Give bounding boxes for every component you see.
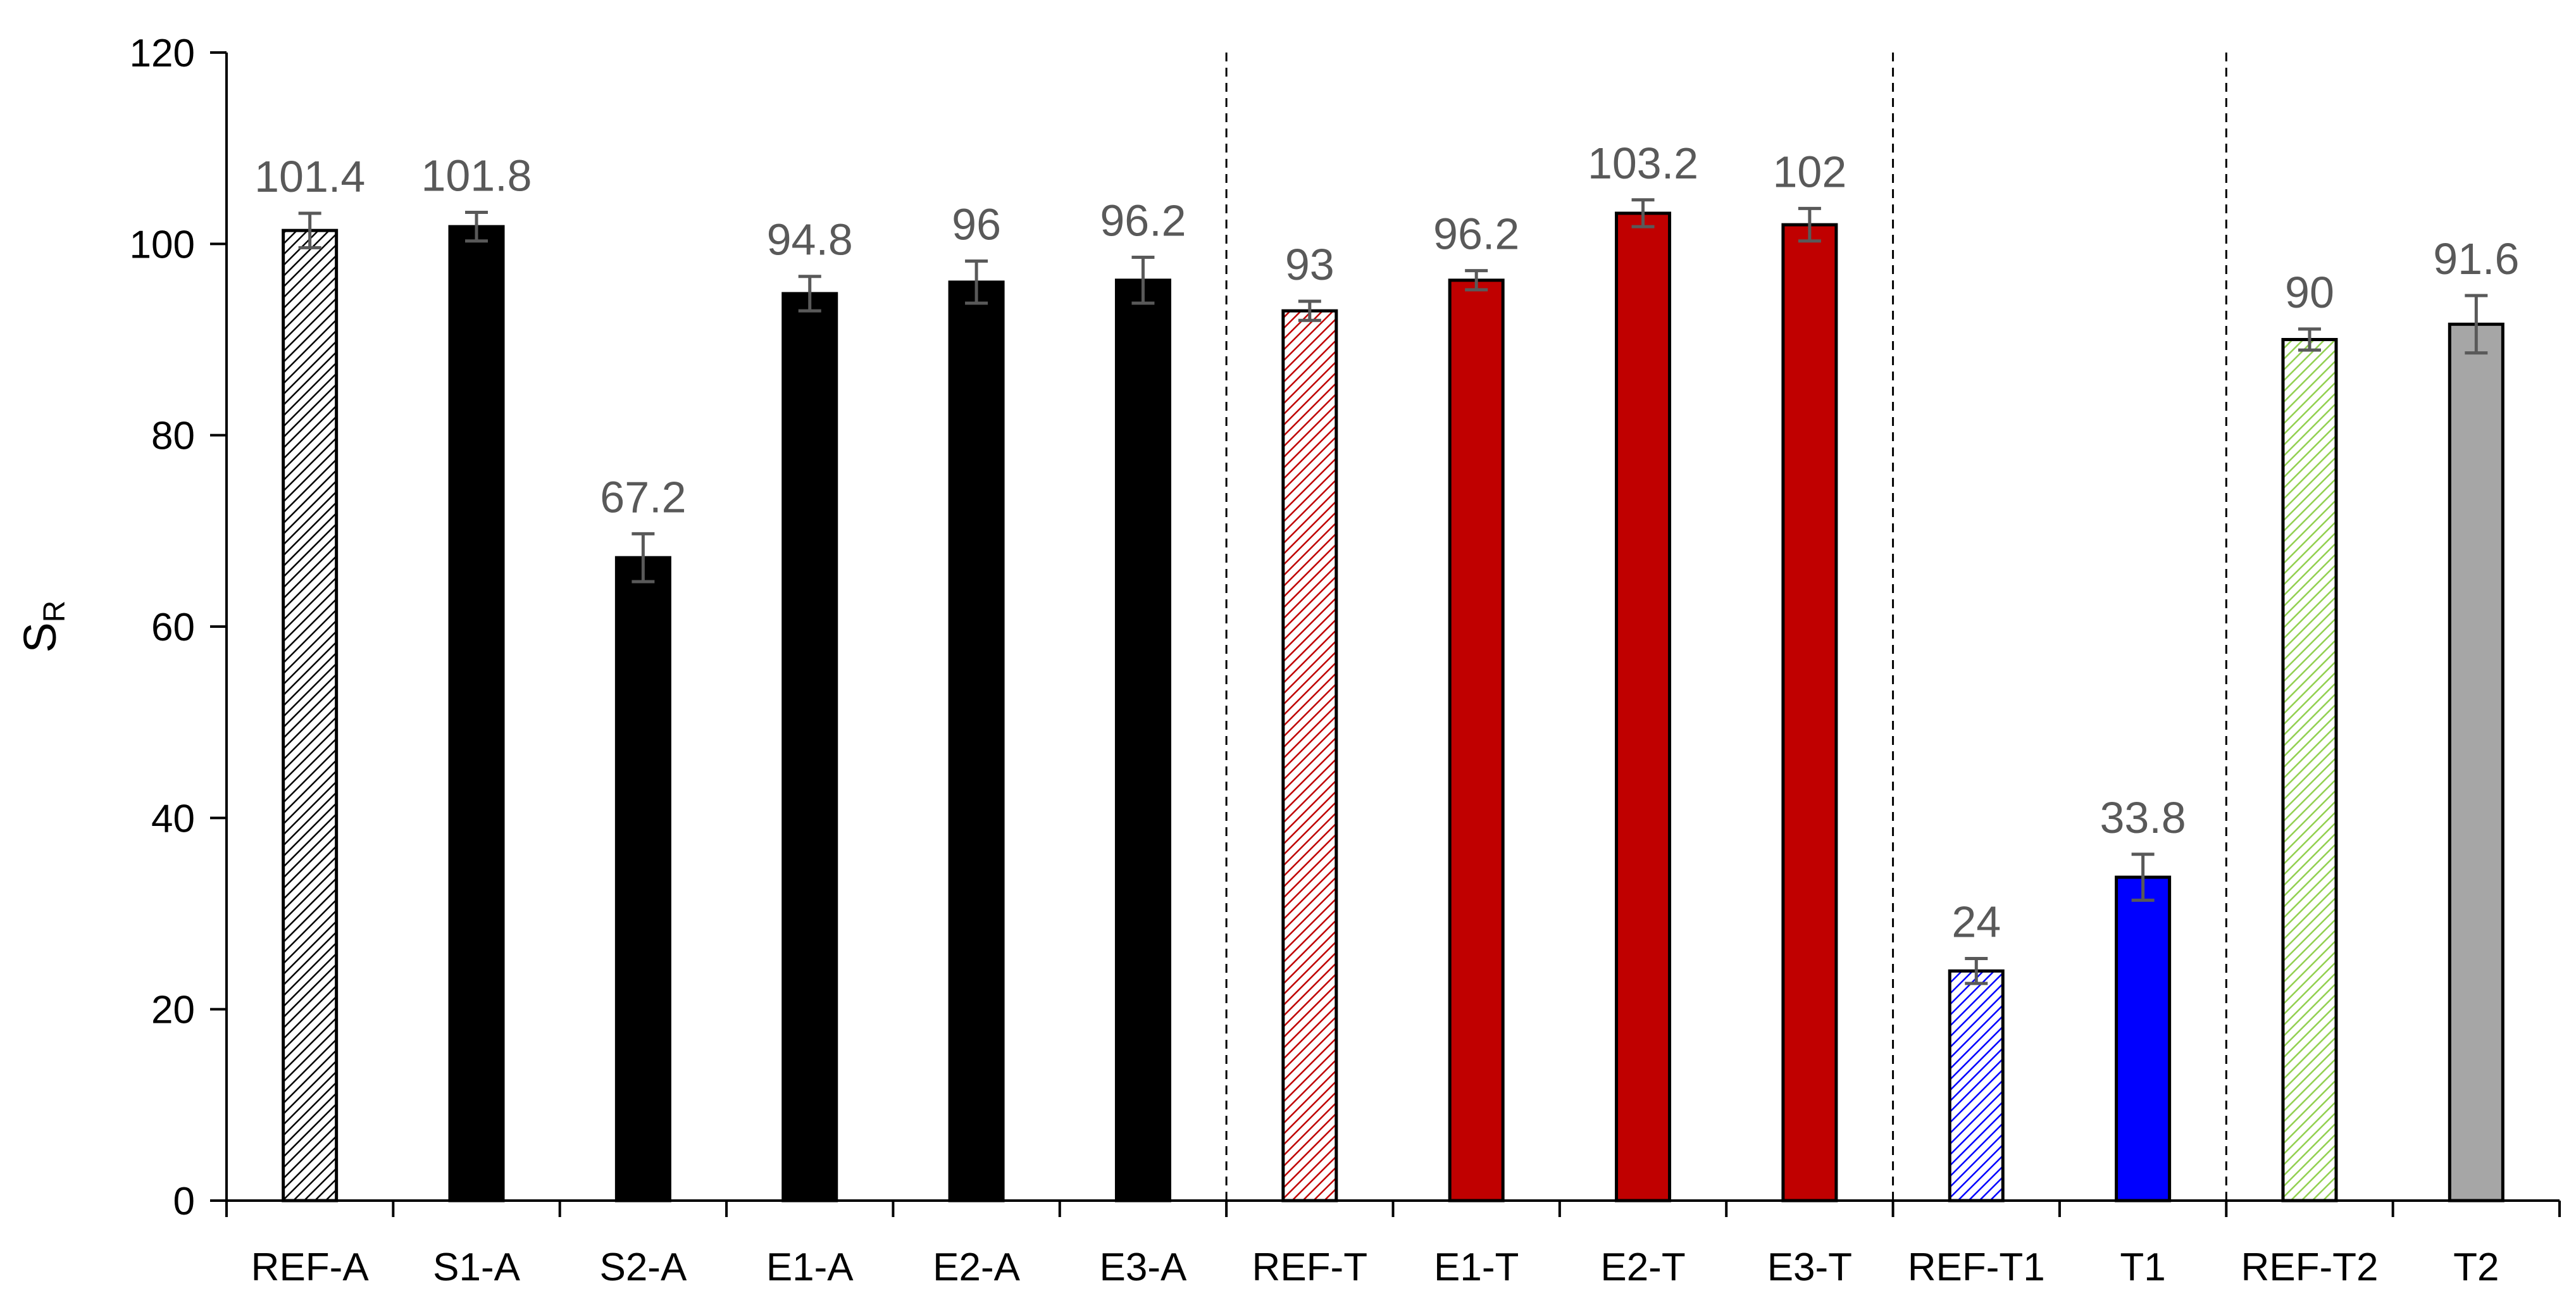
category-label-e1-t: E1-T: [1434, 1246, 1519, 1289]
category-label-ref-a: REF-A: [251, 1246, 370, 1289]
category-labels: REF-A S1-A S2-A E1-A E2-A E3-A REF-T E1-T E2-T E3…: [251, 1246, 2499, 1289]
y-ticks: 0 20 40 60 80 100 120: [130, 32, 227, 1223]
category-label-ref-t2: REF-T2: [2241, 1246, 2378, 1289]
x-ticks: [225, 1201, 2561, 1217]
group-separators: [1225, 53, 2227, 1201]
category-label-ref-t: REF-T: [1252, 1246, 1368, 1289]
y-tick-label: 100: [130, 223, 195, 266]
bar-e1-t: [1448, 278, 1505, 1203]
category-label-s2-a: S2-A: [599, 1246, 687, 1289]
error-bar-s1-a: [465, 210, 488, 243]
error-bar-e1-t: [1465, 269, 1488, 292]
error-bar-ref-t: [1298, 299, 1321, 322]
category-label-t1: T1: [2120, 1246, 2165, 1289]
y-axis-title-subscript: R: [38, 601, 72, 623]
bar-ref-t: [1281, 309, 1338, 1203]
y-tick-label: 20: [151, 989, 195, 1032]
category-label-e2-a: E2-A: [933, 1246, 1020, 1289]
value-labels: 101.4 101.8 67.2 94.8 96 96.2 93 96.2 103.2 102 24…: [254, 139, 2519, 947]
category-label-e3-t: E3-T: [1767, 1246, 1852, 1289]
bar-e1-a: [781, 292, 838, 1203]
value-label-t1: 33.8: [2100, 793, 2186, 842]
category-label-e2-t: E2-T: [1600, 1246, 1685, 1289]
value-label-s1-a: 101.8: [421, 151, 532, 200]
y-tick-label: 0: [173, 1180, 195, 1223]
y-tick-label: 80: [151, 415, 195, 458]
value-label-ref-a: 101.4: [254, 152, 365, 201]
value-label-s2-a: 67.2: [600, 472, 686, 522]
error-bar-e3-t: [1798, 206, 1821, 243]
value-label-e2-t: 103.2: [1588, 139, 1698, 188]
category-label-e3-a: E3-A: [1100, 1246, 1187, 1289]
category-label-e1-a: E1-A: [766, 1246, 854, 1289]
bar-ref-t1: [1948, 969, 2005, 1203]
category-label-t2: T2: [2453, 1246, 2499, 1289]
bar-s2-a: [614, 556, 671, 1203]
category-label-ref-t1: REF-T1: [1908, 1246, 2045, 1289]
bar-e2-t: [1615, 211, 1672, 1203]
value-label-ref-t: 93: [1285, 240, 1335, 289]
y-tick-label: 40: [151, 797, 195, 840]
value-label-e1-t: 96.2: [1433, 209, 1519, 259]
value-label-e3-a: 96.2: [1100, 196, 1186, 245]
bar-t2: [2448, 322, 2504, 1203]
error-bar-ref-t2: [2298, 327, 2321, 352]
value-label-e2-a: 96: [952, 200, 1001, 249]
error-bar-ref-a: [298, 211, 321, 249]
error-bar-e3-a: [1131, 255, 1155, 305]
bar-ref-t2: [2281, 338, 2338, 1203]
error-bar-ref-t1: [1965, 957, 1988, 985]
value-label-e1-a: 94.8: [767, 215, 853, 265]
error-bar-e2-t: [1631, 198, 1655, 228]
bar-ref-a: [282, 228, 339, 1203]
value-label-ref-t1: 24: [1951, 897, 2001, 947]
bar-e3-a: [1114, 278, 1171, 1203]
value-label-ref-t2: 90: [2285, 268, 2334, 317]
category-label-s1-a: S1-A: [433, 1246, 520, 1289]
bar-e3-t: [1781, 223, 1838, 1203]
error-bar-e1-a: [798, 275, 821, 313]
error-bar-s2-a: [632, 532, 655, 584]
bar-s1-a: [448, 225, 505, 1203]
error-bar-t2: [2465, 294, 2488, 355]
error-bar-e2-a: [965, 259, 988, 305]
value-label-t2: 91.6: [2433, 234, 2519, 284]
value-label-e3-t: 102: [1772, 147, 1846, 196]
y-tick-label: 60: [151, 606, 195, 649]
axes: [225, 53, 2560, 1202]
y-tick-label: 120: [130, 32, 195, 75]
y-axis-title-main: S: [15, 622, 66, 653]
bar-e2-a: [948, 280, 1005, 1203]
y-axis-title: SR: [15, 601, 72, 653]
bars: [282, 211, 2504, 1203]
error-bars: [298, 198, 2488, 985]
bar-t1: [2115, 875, 2172, 1203]
error-bar-t1: [2131, 853, 2155, 902]
